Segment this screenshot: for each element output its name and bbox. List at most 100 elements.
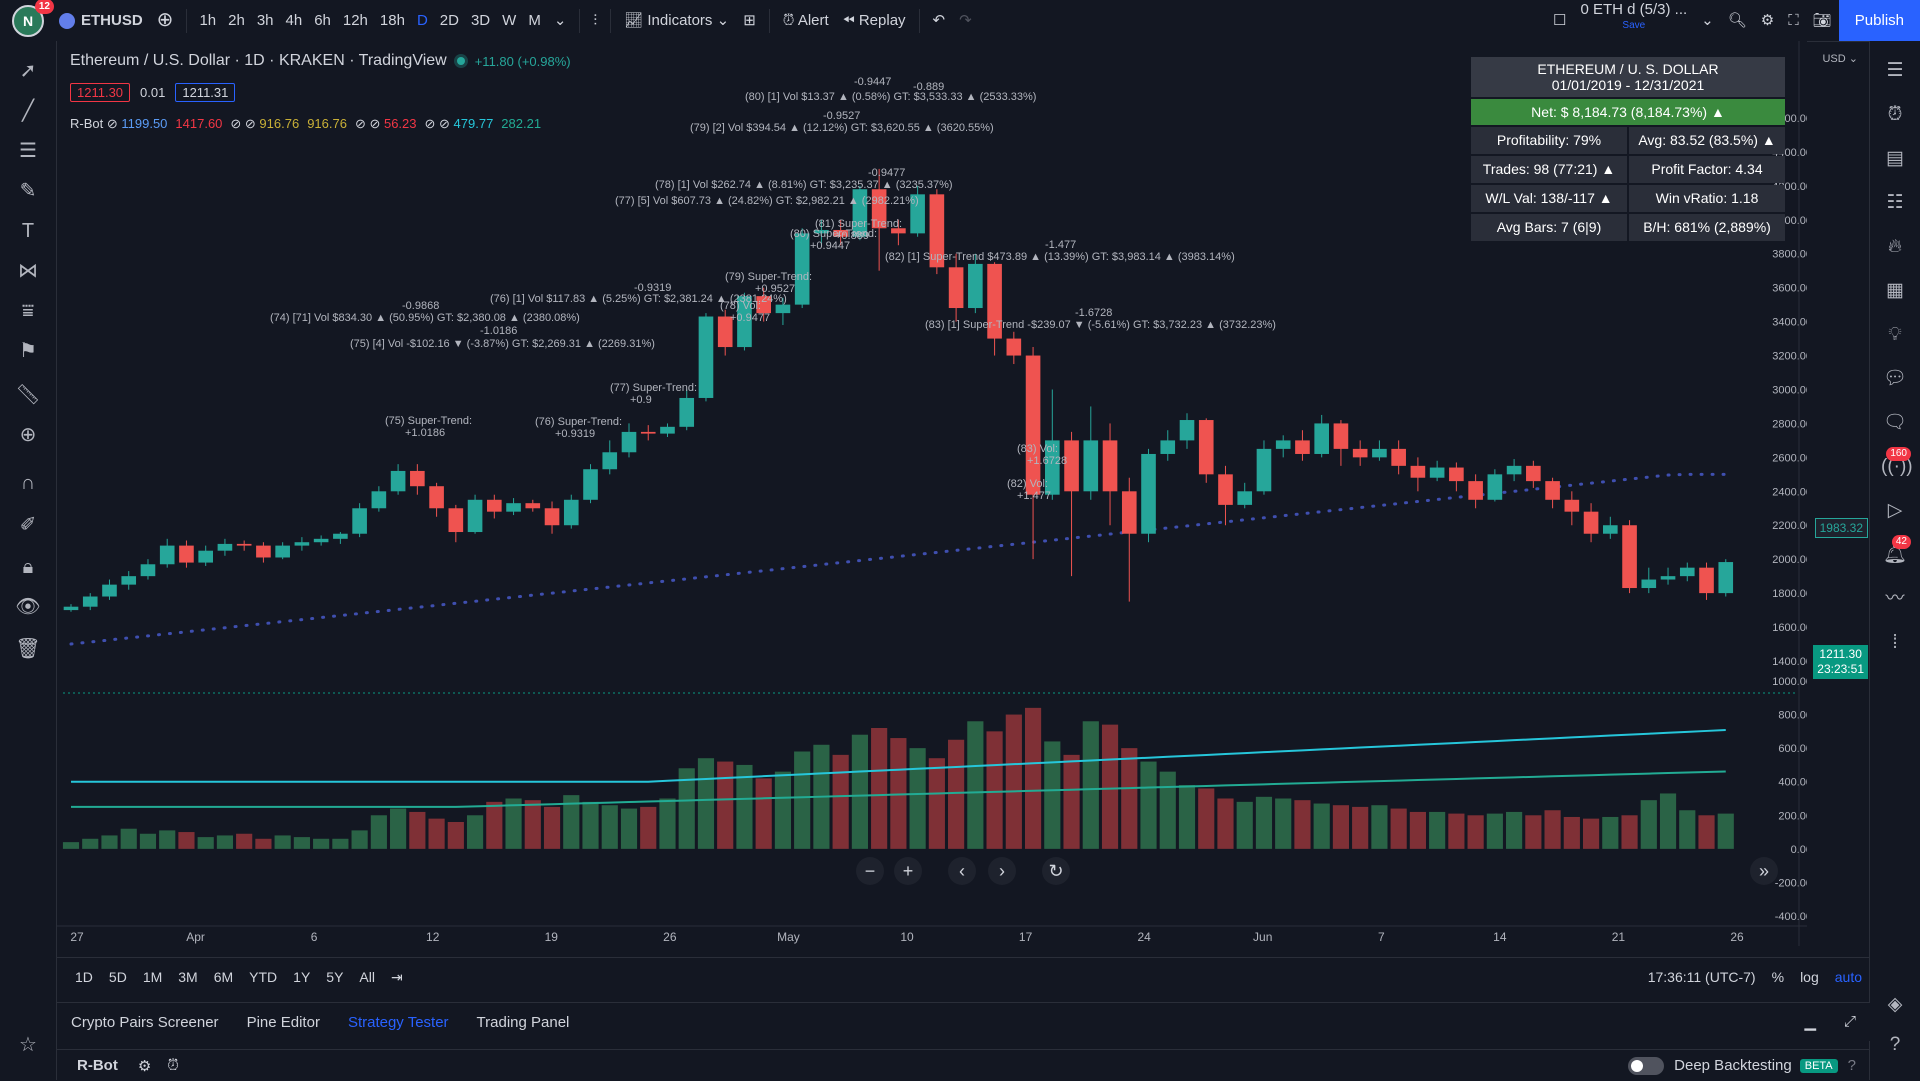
scroll-right-button[interactable]: › xyxy=(988,857,1016,885)
range-5D[interactable]: 5D xyxy=(108,969,127,985)
trade-annotation: (77) Super-Trend: xyxy=(610,382,697,394)
layout-name[interactable]: 0 ETH d (5/3) ... Save xyxy=(1580,1,1688,32)
reset-chart-button[interactable]: ↻ xyxy=(1042,857,1070,885)
goto-date-icon[interactable]: ⇥ xyxy=(390,968,403,985)
strategy-settings-icon[interactable]: ⚙ xyxy=(137,1057,152,1075)
settings-gear-icon[interactable]: ⚙ xyxy=(1760,12,1775,29)
timeframe-18h[interactable]: 18h xyxy=(379,12,405,29)
log-toggle[interactable]: log xyxy=(1800,969,1819,985)
notifications-bell-icon[interactable]: 🔔︎ 42 xyxy=(1881,535,1911,569)
watchlist-star-icon[interactable]: ☆ xyxy=(19,1034,37,1056)
prediction-icon[interactable]: ⩸ xyxy=(21,300,35,322)
panel-tab-crypto-pairs-screener[interactable]: Crypto Pairs Screener xyxy=(71,1013,219,1031)
symbol-search[interactable]: ETHUSD xyxy=(52,0,150,41)
timeframe-2D[interactable]: 2D xyxy=(439,12,459,29)
alert-button[interactable]: ⏰︎ Alert xyxy=(782,12,829,29)
timeframe-W[interactable]: W xyxy=(502,12,517,29)
text-icon[interactable]: T xyxy=(21,220,35,242)
indicators-button[interactable]: 📈︎ Indicators ⌄ xyxy=(624,12,730,29)
lock-icon[interactable]: 🔒︎ xyxy=(22,556,34,578)
maximize-panel-icon[interactable]: ⤢ xyxy=(1843,1013,1856,1030)
buy-price-button[interactable]: 1211.31 xyxy=(175,83,236,102)
range-1M[interactable]: 1M xyxy=(142,969,163,985)
candle-type-icon[interactable]: ⫶ xyxy=(593,12,598,29)
scroll-to-realtime-button[interactable]: » xyxy=(1750,857,1778,885)
timeframe-6h[interactable]: 6h xyxy=(314,12,331,29)
zoom-in-button[interactable]: + xyxy=(894,857,922,885)
range-3M[interactable]: 3M xyxy=(178,969,198,985)
range-5Y[interactable]: 5Y xyxy=(326,969,344,985)
alerts-clock-icon[interactable]: ⏰︎ xyxy=(1887,104,1903,125)
auto-toggle[interactable]: auto xyxy=(1834,969,1862,985)
undo-icon[interactable]: ↶ xyxy=(932,12,946,29)
stay-drawing-icon[interactable]: ✐ xyxy=(19,514,37,536)
layout-dropdown-icon[interactable]: ⌄ xyxy=(1701,12,1714,29)
publish-button[interactable]: Publish xyxy=(1838,0,1920,41)
fullscreen-icon[interactable]: ⛶ xyxy=(1788,12,1799,29)
scroll-left-button[interactable]: ‹ xyxy=(948,857,976,885)
timeframe-1h[interactable]: 1h xyxy=(199,12,217,29)
percent-toggle[interactable]: % xyxy=(1771,969,1785,985)
range-1D[interactable]: 1D xyxy=(75,969,93,985)
compare-add-icon[interactable]: ⊕ xyxy=(156,9,174,31)
data-window-icon[interactable]: ▤ xyxy=(1886,148,1904,169)
flag-icon[interactable]: ⚑ xyxy=(19,340,37,362)
calendar-icon[interactable]: ▦ xyxy=(1886,280,1904,301)
trend-line-icon[interactable]: ╱ xyxy=(21,100,35,122)
dom-icon[interactable]: ⁞ xyxy=(1892,632,1898,653)
currency-selector[interactable]: USD ⌄ xyxy=(1822,53,1858,65)
timeframe-3h[interactable]: 3h xyxy=(256,12,274,29)
range-YTD[interactable]: YTD xyxy=(249,969,278,985)
user-avatar[interactable]: N 12 xyxy=(12,0,54,37)
panel-tab-trading-panel[interactable]: Trading Panel xyxy=(476,1013,570,1031)
layout-templates-icon[interactable]: ⊞ xyxy=(743,12,756,29)
search-icon[interactable]: 🔍︎ xyxy=(1727,12,1747,29)
timezone-clock[interactable]: 17:36:11 (UTC-7) xyxy=(1647,969,1756,985)
sell-price-button[interactable]: 1211.30 xyxy=(70,83,131,102)
zoom-in-icon[interactable]: ⊕ xyxy=(19,424,37,446)
stats-cell: B/H: 681% (2,889%) xyxy=(1629,214,1785,241)
fib-retracement-icon[interactable]: ☰ xyxy=(19,140,37,162)
panel-tab-pine-editor[interactable]: Pine Editor xyxy=(246,1013,320,1031)
panel-tab-strategy-tester[interactable]: Strategy Tester xyxy=(347,1013,449,1031)
minimize-panel-icon[interactable]: ▁ xyxy=(1804,1014,1816,1031)
timeframe-2h[interactable]: 2h xyxy=(228,12,245,29)
messages-icon[interactable]: 🗨︎ xyxy=(1882,412,1908,433)
zoom-out-button[interactable]: − xyxy=(856,857,884,885)
timeframe-M[interactable]: M xyxy=(528,12,541,29)
replay-button[interactable]: ⏪︎ Replay xyxy=(842,12,906,29)
chats-icon[interactable]: 💬︎ xyxy=(1882,368,1908,389)
deep-backtesting-toggle[interactable] xyxy=(1628,1056,1665,1075)
range-All[interactable]: All xyxy=(359,969,375,985)
ideas-lightbulb-icon[interactable]: 💡︎ xyxy=(1888,324,1902,345)
timeframe-4h[interactable]: 4h xyxy=(285,12,303,29)
help-question-icon[interactable]: ? xyxy=(1847,1057,1856,1074)
play-icon[interactable]: ▷ xyxy=(1887,500,1903,521)
streams-icon[interactable]: ((·)) 160 xyxy=(1881,447,1913,477)
timeframe-D[interactable]: D xyxy=(416,12,428,29)
cursor-icon[interactable]: ➚ xyxy=(19,60,37,82)
trend-icon[interactable]: 〰 xyxy=(1885,588,1905,609)
watchlist-icon[interactable]: ☰ xyxy=(1886,60,1904,81)
indicator-legend[interactable]: R-Bot ⊘ 1199.50 1417.60 ⊘ ⊘ 916.76 916.76 ⊘ … xyxy=(70,116,542,131)
timeframe-12h[interactable]: 12h xyxy=(342,12,368,29)
help-icon[interactable]: ? xyxy=(1889,1034,1901,1055)
layout-checkbox-icon[interactable]: ☐ xyxy=(1553,12,1567,29)
object-tree-icon[interactable]: ☷ xyxy=(1886,192,1904,213)
layers-icon[interactable]: ◈ xyxy=(1887,994,1903,1015)
strategy-name[interactable]: R-Bot xyxy=(77,1057,118,1074)
brush-icon[interactable]: ✎ xyxy=(19,180,37,202)
pattern-icon[interactable]: ⋈ xyxy=(18,260,38,282)
ruler-icon[interactable]: 📏︎ xyxy=(15,384,41,406)
timeframe-dropdown-icon[interactable]: ⌄ xyxy=(553,12,567,29)
trash-icon[interactable]: 🗑︎ xyxy=(15,638,41,660)
camera-snapshot-icon[interactable]: 📷︎ xyxy=(1812,12,1832,29)
range-1Y[interactable]: 1Y xyxy=(293,969,311,985)
magnet-icon[interactable]: ∩ xyxy=(20,472,36,494)
time-axis-label: 10 xyxy=(900,930,914,944)
strategy-alert-icon[interactable]: ⏰︎ xyxy=(167,1057,179,1074)
range-6M[interactable]: 6M xyxy=(213,969,234,985)
eye-icon[interactable]: 👁︎ xyxy=(15,596,41,618)
timeframe-3D[interactable]: 3D xyxy=(470,12,491,29)
hotlist-flame-icon[interactable]: 🔥︎ xyxy=(1888,236,1902,257)
